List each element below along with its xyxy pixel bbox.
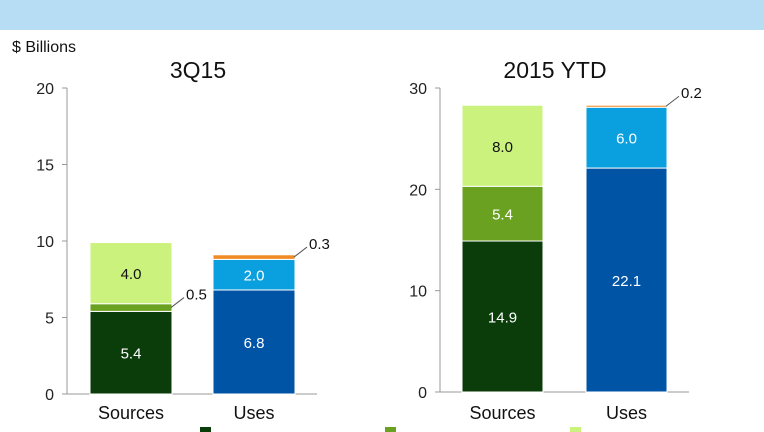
x-category-label: Uses <box>233 403 274 423</box>
legend-swatch <box>385 427 396 432</box>
data-label: 0.3 <box>309 236 330 253</box>
leader-line <box>665 95 680 107</box>
chart-title: 2015 YTD <box>503 57 606 83</box>
data-label: 5.4 <box>492 207 513 224</box>
y-tick-label: 0 <box>45 387 54 404</box>
bar-segment <box>585 167 668 393</box>
data-label: 0.2 <box>681 85 702 102</box>
data-label: 0.5 <box>186 287 207 304</box>
top-banner <box>0 0 764 30</box>
y-tick-label: 20 <box>409 182 427 199</box>
y-tick-label: 20 <box>36 81 54 98</box>
leader-line <box>170 297 185 308</box>
unit-label: $ Billions <box>12 39 76 56</box>
x-category-label: Sources <box>469 403 535 423</box>
data-label: 2.0 <box>244 268 265 285</box>
leader-line <box>293 246 308 258</box>
y-tick-label: 10 <box>409 284 427 301</box>
chart-title: 3Q15 <box>170 57 226 83</box>
y-tick-label: 30 <box>409 81 427 98</box>
bar-segment <box>89 303 173 312</box>
data-label: 4.0 <box>121 266 142 283</box>
bar-segment <box>212 289 296 395</box>
y-tick-label: 0 <box>418 385 427 402</box>
bar-segment <box>461 104 544 187</box>
data-label: 5.4 <box>121 346 142 363</box>
bar-segment <box>585 104 668 108</box>
y-tick-label: 10 <box>36 234 54 251</box>
bar-segment <box>212 258 296 291</box>
legend-swatch <box>570 427 581 432</box>
data-label: 6.0 <box>616 131 637 148</box>
data-label: 8.0 <box>492 139 513 156</box>
data-label: 22.1 <box>612 273 641 290</box>
y-tick-label: 5 <box>45 311 54 328</box>
bar-segment <box>585 106 668 169</box>
x-category-label: Uses <box>606 403 647 423</box>
y-tick-label: 15 <box>36 158 54 175</box>
bar-segment <box>89 242 173 305</box>
bar-segment <box>212 254 296 260</box>
x-category-label: Sources <box>98 403 164 423</box>
bar-segment <box>461 240 544 393</box>
legend-swatch <box>200 427 211 432</box>
data-label: 6.8 <box>244 335 265 352</box>
bar-segment <box>461 185 544 242</box>
data-label: 14.9 <box>488 310 517 327</box>
